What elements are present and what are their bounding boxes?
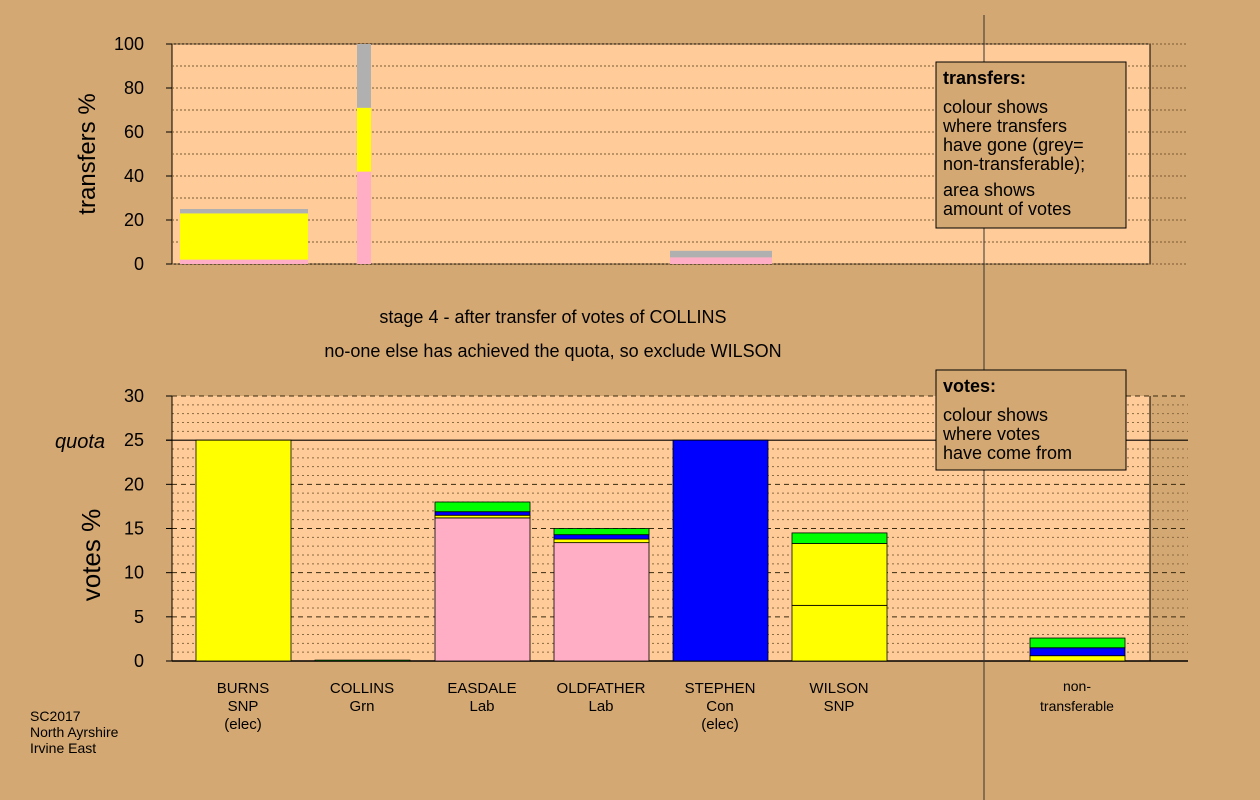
votes-legend-line: where votes bbox=[942, 424, 1040, 444]
y-tick-label: 15 bbox=[124, 519, 144, 539]
vote-bar-segment-oldfather bbox=[553, 538, 650, 544]
y-tick-label: 20 bbox=[124, 210, 144, 230]
y-tick-label: 25 bbox=[124, 430, 144, 450]
y-tick-label: 60 bbox=[124, 122, 144, 142]
votes-legend-line: colour shows bbox=[943, 405, 1048, 425]
candidate-party: Lab bbox=[469, 698, 494, 715]
candidate-party: Con bbox=[706, 698, 734, 715]
stage-line-1: stage 4 - after transfer of votes of COL… bbox=[379, 307, 726, 327]
footer-council: North Ayrshire bbox=[30, 724, 119, 740]
nontransferable-label-line: transferable bbox=[1040, 698, 1114, 714]
votes-legend-title: votes: bbox=[943, 376, 996, 396]
vote-bar-segment-non-transferable bbox=[1029, 647, 1126, 657]
candidate-name: EASDALE bbox=[447, 680, 516, 697]
footer: SC2017 North Ayrshire Irvine East bbox=[30, 708, 119, 756]
nontransferable-label-line: non- bbox=[1063, 678, 1091, 694]
vote-bar-segment-collins bbox=[314, 659, 411, 662]
footer-ward: Irvine East bbox=[30, 740, 96, 756]
transfer-bar-segment-collins bbox=[357, 107, 371, 172]
vote-bar-segment-oldfather bbox=[553, 528, 650, 536]
y-tick-label: 20 bbox=[124, 474, 144, 494]
vote-bar-segment-oldfather bbox=[553, 542, 650, 662]
candidate-label-oldfather: OLDFATHER Lab bbox=[557, 680, 646, 715]
vote-bar-segment-easdale bbox=[434, 501, 531, 513]
candidate-label-burns: BURNS SNP (elec) bbox=[217, 680, 270, 733]
stage-line-2: no-one else has achieved the quota, so e… bbox=[324, 341, 781, 361]
candidate-name: COLLINS bbox=[330, 680, 394, 697]
transfer-bar-segment-burns bbox=[180, 259, 308, 264]
transfers-legend-line: non-transferable); bbox=[943, 154, 1085, 174]
vote-bar-segment-non-transferable bbox=[1029, 655, 1126, 662]
transfers-bars bbox=[180, 44, 772, 264]
transfers-legend-line: have gone (grey= bbox=[943, 135, 1084, 155]
y-tick-label: 80 bbox=[124, 78, 144, 98]
vote-bar-segment-burns bbox=[195, 439, 292, 662]
y-tick-label: 100 bbox=[114, 34, 144, 54]
candidate-labels: BURNS SNP (elec) COLLINS Grn EASDALE Lab… bbox=[217, 678, 1114, 733]
vote-bar-segment-easdale bbox=[434, 517, 531, 662]
candidate-label-stephen: STEPHEN Con (elec) bbox=[685, 680, 756, 733]
transfers-legend-title: transfers: bbox=[943, 68, 1026, 88]
vote-bar-segment-wilson bbox=[791, 532, 888, 544]
vote-bar-segment-non-transferable bbox=[1029, 637, 1126, 649]
transfer-bar-segment-collins bbox=[357, 171, 371, 264]
candidate-party: SNP bbox=[824, 698, 855, 715]
y-tick-label: 10 bbox=[124, 563, 144, 583]
votes-bars bbox=[195, 439, 1126, 662]
transfers-legend: transfers: colour shows where transfers … bbox=[935, 61, 1127, 229]
transfers-legend-line: amount of votes bbox=[943, 199, 1071, 219]
transfers-legend-line: area shows bbox=[943, 180, 1035, 200]
y-tick-label: 0 bbox=[134, 651, 144, 671]
vote-bar-segment-wilson bbox=[791, 604, 888, 662]
y-tick-label: 30 bbox=[124, 386, 144, 406]
candidate-party: Grn bbox=[349, 698, 374, 715]
nontransferable-label: non- transferable bbox=[1040, 678, 1114, 714]
transfers-y-ticks: 0 20 40 60 80 100 bbox=[114, 34, 172, 274]
transfer-bar-segment-stephen bbox=[670, 257, 772, 264]
transfers-grid bbox=[172, 43, 1188, 265]
candidate-label-collins: COLLINS Grn bbox=[330, 680, 394, 715]
vote-bar-segment-stephen bbox=[672, 439, 769, 662]
candidate-note: (elec) bbox=[701, 716, 739, 733]
votes-legend: votes: colour shows where votes have com… bbox=[935, 369, 1127, 471]
y-tick-label: 5 bbox=[134, 607, 144, 627]
candidate-name: OLDFATHER bbox=[557, 680, 646, 697]
transfer-bar-segment-stephen bbox=[670, 250, 772, 258]
candidate-party: SNP bbox=[228, 698, 259, 715]
transfer-bar-segment-burns bbox=[180, 209, 308, 214]
candidate-label-wilson: WILSON SNP bbox=[809, 680, 868, 715]
vote-bar-segment-easdale bbox=[434, 511, 531, 516]
votes-y-axis-label: votes % bbox=[76, 509, 106, 602]
candidate-name: BURNS bbox=[217, 680, 270, 697]
vote-bar-segment-wilson bbox=[791, 543, 888, 606]
candidate-label-easdale: EASDALE Lab bbox=[447, 680, 516, 715]
candidate-name: STEPHEN bbox=[685, 680, 756, 697]
transfer-bar-segment-collins bbox=[357, 44, 371, 108]
y-tick-label: 40 bbox=[124, 166, 144, 186]
candidate-note: (elec) bbox=[224, 716, 262, 733]
transfer-bar-segment-burns bbox=[180, 213, 308, 260]
quota-label: quota bbox=[55, 431, 105, 453]
footer-election: SC2017 bbox=[30, 708, 81, 724]
transfers-y-axis-label: transfers % bbox=[74, 93, 101, 214]
candidate-party: Lab bbox=[588, 698, 613, 715]
transfers-legend-line: colour shows bbox=[943, 97, 1048, 117]
vote-bar-segment-oldfather bbox=[553, 534, 650, 540]
candidate-name: WILSON bbox=[809, 680, 868, 697]
votes-y-ticks: 0 5 10 15 20 25 30 bbox=[124, 386, 172, 671]
transfers-legend-line: where transfers bbox=[942, 116, 1067, 136]
votes-legend-line: have come from bbox=[943, 443, 1072, 463]
y-tick-label: 0 bbox=[134, 254, 144, 274]
